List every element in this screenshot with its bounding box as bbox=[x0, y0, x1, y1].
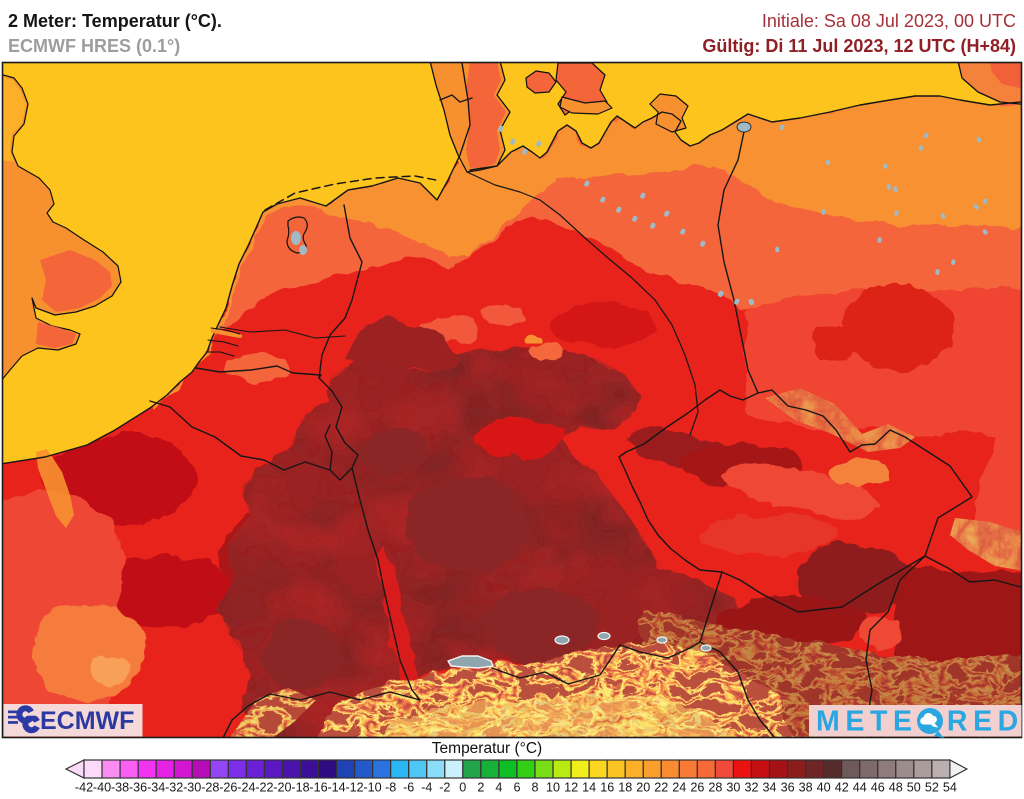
svg-text:16: 16 bbox=[600, 781, 614, 795]
svg-text:28: 28 bbox=[708, 781, 722, 795]
svg-text:-10: -10 bbox=[363, 781, 381, 795]
svg-text:-36: -36 bbox=[129, 781, 147, 795]
svg-text:32: 32 bbox=[744, 781, 758, 795]
svg-text:-26: -26 bbox=[219, 781, 237, 795]
svg-text:-2: -2 bbox=[439, 781, 450, 795]
svg-text:-42: -42 bbox=[75, 781, 93, 795]
svg-text:-18: -18 bbox=[291, 781, 309, 795]
svg-text:-12: -12 bbox=[345, 781, 363, 795]
svg-text:40: 40 bbox=[817, 781, 831, 795]
svg-text:8: 8 bbox=[531, 781, 538, 795]
svg-text:12: 12 bbox=[564, 781, 578, 795]
svg-text:22: 22 bbox=[654, 781, 668, 795]
svg-text:20: 20 bbox=[636, 781, 650, 795]
svg-text:24: 24 bbox=[672, 781, 686, 795]
svg-text:METE: METE bbox=[816, 706, 918, 738]
svg-text:-34: -34 bbox=[147, 781, 165, 795]
svg-text:-6: -6 bbox=[403, 781, 414, 795]
svg-text:4: 4 bbox=[495, 781, 502, 795]
svg-text:54: 54 bbox=[943, 781, 957, 795]
svg-text:34: 34 bbox=[762, 781, 776, 795]
svg-text:-16: -16 bbox=[309, 781, 327, 795]
svg-text:6: 6 bbox=[513, 781, 520, 795]
svg-text:10: 10 bbox=[546, 781, 560, 795]
svg-text:50: 50 bbox=[907, 781, 921, 795]
svg-text:-30: -30 bbox=[183, 781, 201, 795]
svg-text:Temperatur (°C): Temperatur (°C) bbox=[432, 740, 542, 757]
svg-text:42: 42 bbox=[835, 781, 849, 795]
svg-text:-32: -32 bbox=[165, 781, 183, 795]
svg-text:-4: -4 bbox=[421, 781, 432, 795]
svg-text:46: 46 bbox=[871, 781, 885, 795]
svg-text:2: 2 bbox=[477, 781, 484, 795]
svg-text:RED: RED bbox=[947, 706, 1024, 738]
svg-text:-38: -38 bbox=[111, 781, 129, 795]
svg-text:36: 36 bbox=[781, 781, 795, 795]
svg-text:-22: -22 bbox=[255, 781, 273, 795]
svg-text:18: 18 bbox=[618, 781, 632, 795]
svg-text:38: 38 bbox=[799, 781, 813, 795]
svg-text:26: 26 bbox=[690, 781, 704, 795]
svg-text:-14: -14 bbox=[327, 781, 345, 795]
svg-text:44: 44 bbox=[853, 781, 867, 795]
svg-text:48: 48 bbox=[889, 781, 903, 795]
svg-text:14: 14 bbox=[582, 781, 596, 795]
svg-text:0: 0 bbox=[459, 781, 466, 795]
svg-text:-40: -40 bbox=[93, 781, 111, 795]
svg-text:ECMWF: ECMWF bbox=[40, 707, 134, 735]
svg-text:-28: -28 bbox=[201, 781, 219, 795]
svg-text:52: 52 bbox=[925, 781, 939, 795]
svg-text:-8: -8 bbox=[385, 781, 396, 795]
svg-text:-20: -20 bbox=[273, 781, 291, 795]
svg-text:30: 30 bbox=[726, 781, 740, 795]
svg-text:-24: -24 bbox=[237, 781, 255, 795]
